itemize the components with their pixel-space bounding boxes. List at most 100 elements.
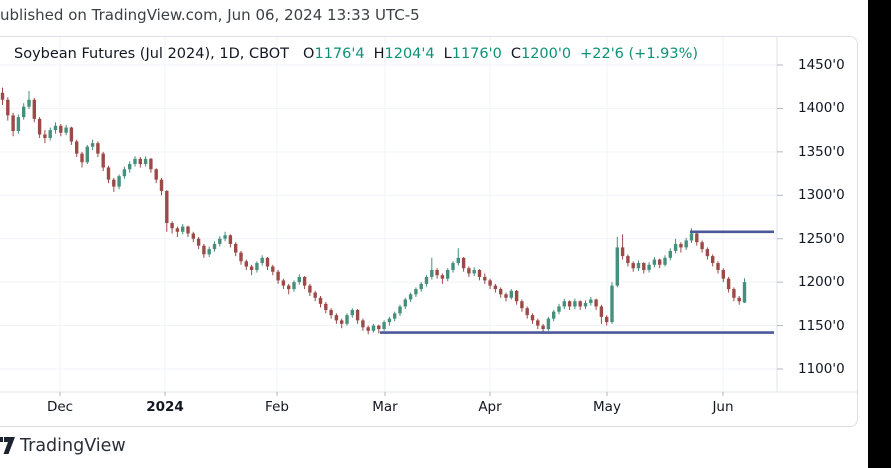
candle-down	[228, 235, 233, 244]
candle-up	[403, 299, 407, 307]
time-label: 2024	[146, 399, 184, 415]
candle-down	[355, 309, 360, 321]
candle-up	[260, 257, 264, 264]
candle-up	[673, 243, 678, 251]
candle-down	[265, 257, 270, 267]
chart-legend[interactable]: Soybean Futures (Jul 2024), 1D, CBOT O117…	[14, 46, 794, 66]
time-label: Feb	[265, 399, 289, 415]
candle-down	[477, 269, 482, 277]
footer-brand[interactable]: TradingView	[0, 434, 300, 464]
candle-down	[249, 266, 254, 270]
candle-down	[705, 249, 710, 257]
candle-down	[658, 259, 662, 265]
price-chart[interactable]	[0, 0, 860, 430]
candle-down	[43, 134, 47, 138]
candle-down	[239, 252, 243, 262]
ohlc-close-value: 1200'0	[520, 46, 572, 62]
candle-down	[488, 280, 492, 286]
candle-down	[329, 309, 333, 316]
candle-up	[414, 289, 418, 295]
candle-up	[663, 257, 667, 265]
candle-down	[530, 315, 535, 321]
candle-down	[6, 99, 10, 116]
candle-up	[181, 226, 185, 232]
symbol-title: Soybean Futures (Jul 2024), 1D, CBOT	[14, 46, 290, 62]
candle-down	[80, 153, 84, 163]
candle-down	[0, 92, 5, 100]
candle-up	[424, 276, 429, 284]
price-label: 1400'0	[798, 100, 845, 117]
candle-down	[165, 190, 169, 224]
ohlc-high-label: H	[373, 46, 385, 62]
candle-down	[536, 320, 540, 326]
candle-down	[112, 179, 116, 187]
candle-down	[159, 179, 164, 191]
candle-up	[90, 143, 95, 147]
time-label: Jun	[712, 399, 734, 415]
candle-up	[218, 238, 222, 244]
candle-down	[732, 289, 736, 298]
price-label: 1250'0	[798, 230, 845, 247]
candle-up	[128, 164, 132, 170]
ohlc-open-label: O	[303, 46, 315, 62]
tradingview-logo-icon	[0, 437, 15, 454]
candle-down	[499, 289, 503, 295]
candle-down	[594, 299, 598, 307]
candle-down	[726, 278, 731, 290]
candle-up	[562, 301, 566, 307]
candle-down	[520, 301, 524, 309]
candle-up	[207, 249, 211, 255]
candle-up	[557, 306, 561, 312]
candle-down	[525, 308, 529, 316]
candle-down	[149, 158, 153, 170]
candle-down	[313, 292, 317, 298]
candle-down	[461, 257, 466, 269]
candle-down	[377, 325, 381, 330]
candle-up	[398, 306, 402, 314]
candle-down	[711, 256, 715, 264]
candle-down	[276, 271, 280, 281]
candle-up	[430, 269, 434, 277]
candle-down	[467, 268, 471, 274]
candle-up	[652, 259, 657, 265]
candle-down	[186, 226, 190, 234]
candle-down	[493, 285, 498, 290]
price-label: 1200'0	[798, 274, 845, 291]
candle-up	[451, 263, 455, 270]
candle-down	[234, 243, 238, 253]
candle-up	[408, 294, 413, 300]
candle-down	[271, 266, 275, 272]
candle-up	[27, 99, 31, 107]
price-label: 1350'0	[798, 143, 845, 160]
candle-up	[223, 235, 227, 239]
change-value: +22'6 (+1.93%)	[580, 46, 699, 62]
candle-up	[546, 318, 551, 330]
candle-down	[138, 158, 142, 165]
candle-down	[483, 276, 487, 281]
ohlc-high: H1204'4	[374, 46, 435, 62]
time-label: May	[593, 399, 621, 415]
candle-up	[573, 301, 577, 307]
candle-down	[440, 275, 445, 279]
candle-down	[308, 285, 312, 293]
candle-down	[191, 233, 195, 239]
candle-down	[599, 306, 604, 317]
candle-down	[626, 256, 630, 264]
candle-down	[504, 294, 508, 298]
candle-down	[642, 263, 646, 270]
candle-down	[578, 301, 582, 307]
candle-down	[106, 167, 111, 180]
ohlc-high-value: 1204'4	[384, 46, 435, 62]
ohlc-low: L1176'0	[444, 46, 502, 62]
candle-down	[737, 297, 741, 302]
candle-down	[154, 169, 158, 180]
candle-up	[212, 243, 217, 250]
ohlc-open-value: 1176'4	[314, 46, 365, 62]
candle-up	[668, 250, 672, 258]
candle-up	[292, 282, 296, 290]
candle-down	[101, 153, 105, 168]
candle-down	[605, 316, 609, 323]
candle-down	[679, 243, 683, 248]
candle-down	[302, 276, 307, 286]
